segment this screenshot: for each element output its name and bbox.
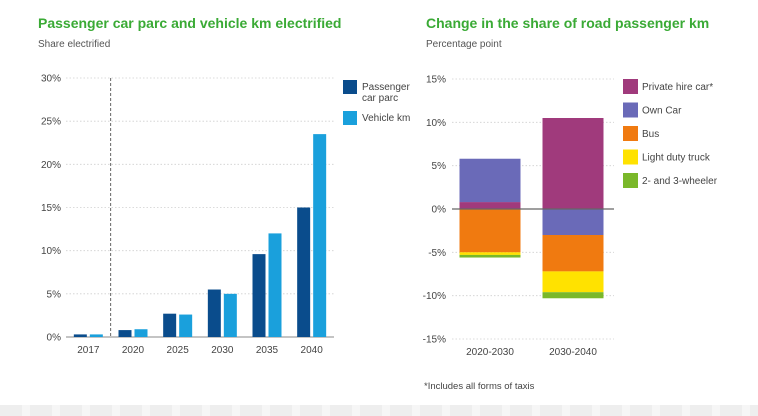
- right-legend-label: Bus: [642, 129, 659, 140]
- left-bar: [207, 289, 221, 337]
- left-bar: [313, 134, 327, 337]
- right-chart-title: Change in the share of road passenger km: [426, 15, 710, 31]
- left-x-tick-label: 2040: [301, 345, 324, 356]
- left-bar: [118, 330, 132, 337]
- left-y-tick-label: 20%: [41, 160, 61, 171]
- right-legend-swatch: [623, 149, 638, 165]
- right-y-tick-label: -5%: [428, 248, 446, 259]
- left-chart-title: Passenger car parc and vehicle km electr…: [38, 15, 342, 31]
- left-legend-label: Vehicle km: [362, 113, 410, 124]
- right-y-tick-label: -10%: [423, 291, 446, 302]
- left-y-tick-label: 30%: [41, 74, 61, 85]
- left-x-tick-label: 2030: [211, 345, 234, 356]
- right-legend-label: 2- and 3-wheeler: [642, 176, 718, 187]
- right-y-tick-label: 15%: [426, 75, 446, 86]
- left-y-tick-label: 5%: [47, 289, 62, 300]
- bottom-strip: [0, 405, 758, 416]
- right-legend-swatch: [623, 102, 638, 118]
- left-bar: [252, 254, 266, 337]
- left-chart-subtitle: Share electrified: [38, 39, 111, 50]
- right-bar-segment: [459, 158, 521, 203]
- left-x-tick-label: 2020: [122, 345, 145, 356]
- right-y-tick-label: -15%: [423, 335, 446, 346]
- left-legend-label: car parc: [362, 93, 398, 104]
- right-bar-segment: [459, 254, 521, 258]
- left-legend-label: Passenger: [362, 82, 410, 93]
- footnote: *Includes all forms of taxis: [424, 381, 535, 392]
- right-legend-label: Private hire car*: [642, 82, 713, 93]
- right-chart-subtitle: Percentage point: [426, 39, 502, 50]
- right-legend-swatch: [623, 173, 638, 188]
- right-bar-segment: [459, 252, 521, 255]
- left-bar: [223, 293, 237, 337]
- right-bar-segment: [542, 235, 604, 272]
- right-bar-segment: [459, 209, 521, 253]
- right-y-tick-label: 10%: [426, 118, 446, 129]
- right-bar-segment: [542, 271, 604, 293]
- left-x-tick-label: 2017: [77, 345, 100, 356]
- left-bar: [268, 233, 282, 337]
- left-bar: [89, 334, 103, 337]
- left-bar: [134, 329, 148, 337]
- right-bar-segment: [542, 118, 604, 209]
- right-bar-segment: [459, 202, 521, 209]
- left-bar: [297, 207, 311, 337]
- right-legend-swatch: [623, 79, 638, 94]
- left-bar: [163, 313, 177, 337]
- right-x-tick-label: 2020-2030: [466, 347, 514, 358]
- left-y-tick-label: 25%: [41, 117, 61, 128]
- right-y-tick-label: 0%: [432, 205, 447, 216]
- left-y-tick-label: 15%: [41, 203, 61, 214]
- right-legend-swatch: [623, 126, 638, 141]
- left-x-tick-label: 2025: [167, 345, 190, 356]
- left-bar: [179, 314, 193, 337]
- right-y-tick-label: 5%: [432, 161, 447, 172]
- left-y-tick-label: 0%: [47, 333, 62, 344]
- right-x-tick-label: 2030-2040: [549, 347, 597, 358]
- left-x-tick-label: 2035: [256, 345, 279, 356]
- right-legend-label: Own Car: [642, 106, 682, 117]
- left-y-tick-label: 10%: [41, 246, 61, 257]
- right-bar-segment: [542, 209, 604, 235]
- right-bar-segment: [542, 292, 604, 299]
- left-legend-swatch: [343, 80, 357, 94]
- right-legend-label: Light duty truck: [642, 153, 711, 164]
- left-bar: [73, 334, 87, 337]
- left-legend-swatch: [343, 111, 357, 125]
